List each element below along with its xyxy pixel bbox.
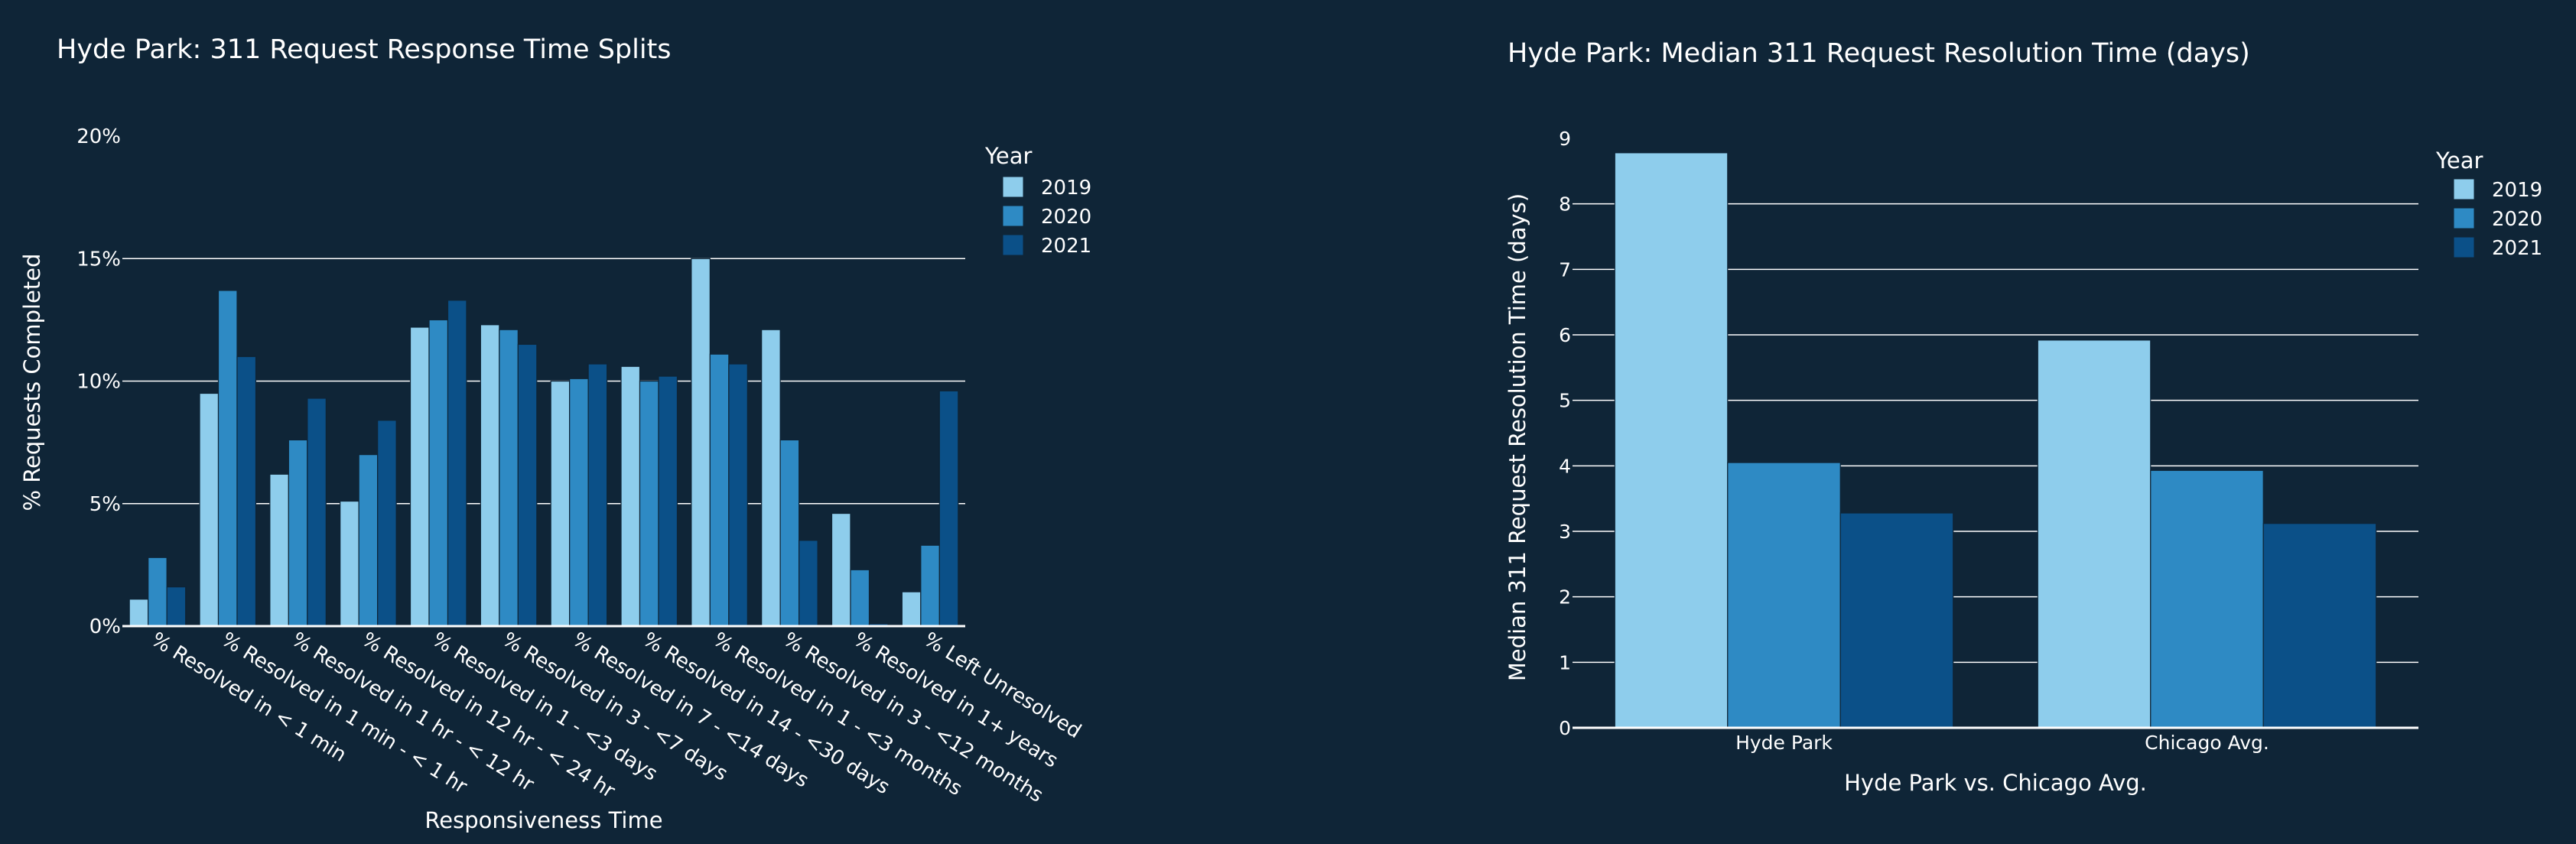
bar-2019-8 (691, 258, 711, 627)
bar-2020-6 (569, 378, 589, 627)
bar-2021-9 (798, 540, 818, 627)
bar-2019-5 (480, 324, 500, 627)
median-resolution-time-chart: Hyde Park: Median 311 Request Resolution… (1504, 38, 2542, 796)
bars (1614, 152, 2377, 729)
legend-swatch-2021 (1002, 234, 1024, 256)
y-axis-title: Median 311 Request Resolution Time (days… (1504, 193, 1530, 681)
bar-2020-9 (779, 439, 800, 627)
bar-2020-11 (920, 544, 940, 627)
bar-2021-11 (938, 390, 959, 627)
y-tick-label: 5 (1559, 390, 1571, 412)
x-tick-label: Hyde Park (1735, 732, 1833, 754)
y-tick-label: 20% (76, 125, 121, 148)
y-tick-label: 0% (89, 615, 121, 638)
bar-2020-7 (639, 380, 659, 627)
bar-2019-4 (409, 326, 430, 627)
y-tick-label: 3 (1559, 521, 1571, 543)
legend-swatch-2020 (2453, 207, 2475, 229)
bar-2019-9 (761, 329, 781, 627)
bar-2021-7 (658, 375, 678, 627)
bar-2021-0 (1839, 512, 1954, 729)
y-axis-ticks: 0% 5% 10% 15% 20% (76, 125, 121, 638)
bar-2019-1 (2037, 339, 2152, 729)
bar-2019-11 (901, 591, 922, 627)
y-tick-label: 10% (76, 371, 121, 394)
bar-2021-8 (728, 363, 748, 627)
legend-swatch-2020 (1002, 205, 1024, 227)
bar-2020-3 (358, 454, 379, 627)
x-tick-label: % Resolved in 3 - <12 months (779, 628, 1047, 807)
bar-2019-6 (550, 380, 571, 627)
chart-title: Hyde Park: Median 311 Request Resolution… (1508, 38, 2250, 69)
bar-2021-2 (307, 398, 327, 627)
gridlines (122, 258, 965, 505)
bar-2019-7 (620, 365, 641, 627)
y-tick-label: 4 (1559, 455, 1571, 477)
legend: Year 2019 2020 2021 (2435, 148, 2542, 260)
bar-2020-1 (2150, 469, 2264, 729)
bars (128, 258, 959, 627)
bar-2021-1 (236, 355, 257, 627)
y-tick-label: 0 (1559, 717, 1571, 739)
y-axis-ticks: 0 1 2 3 4 5 6 7 8 9 (1559, 128, 1571, 739)
bar-2020-0 (1727, 462, 1841, 729)
response-time-splits-chart: Hyde Park: 311 Request Response Time Spl… (19, 34, 1091, 833)
bar-2021-0 (166, 586, 187, 627)
legend-label-2020: 2020 (2492, 208, 2542, 231)
legend-title: Year (984, 143, 1032, 169)
x-axis-ticks: % Resolved in < 1 min% Resolved in 1 min… (147, 628, 1085, 807)
bar-2021-5 (517, 343, 538, 627)
bar-2020-10 (850, 569, 870, 627)
bar-2019-10 (831, 512, 851, 627)
bar-2020-4 (428, 319, 449, 627)
y-tick-label: 7 (1559, 258, 1571, 281)
bar-2019-1 (199, 392, 220, 627)
legend-swatch-2019 (2453, 178, 2475, 200)
y-tick-label: 2 (1559, 586, 1571, 609)
bar-2021-4 (447, 300, 467, 627)
bar-2021-3 (377, 420, 397, 627)
legend-label-2020: 2020 (1041, 206, 1091, 229)
legend-label-2019: 2019 (1041, 177, 1091, 200)
bar-2020-2 (288, 439, 308, 627)
legend-swatch-2021 (2453, 236, 2475, 258)
bar-2020-1 (217, 290, 238, 627)
y-tick-label: 15% (76, 248, 121, 271)
legend-swatch-2019 (1002, 176, 1024, 198)
chart-title: Hyde Park: 311 Request Response Time Spl… (57, 34, 672, 65)
bar-2019-2 (269, 473, 289, 627)
legend-label-2021: 2021 (1041, 235, 1091, 258)
y-tick-label: 6 (1559, 324, 1571, 346)
y-axis-title: % Requests Completed (19, 253, 45, 511)
x-axis-ticks: Hyde Park Chicago Avg. (1735, 732, 2269, 754)
bar-2019-0 (128, 599, 149, 627)
legend: Year 2019 2020 2021 (984, 143, 1091, 258)
legend-label-2021: 2021 (2492, 237, 2542, 260)
y-tick-label: 9 (1559, 128, 1571, 150)
legend-label-2019: 2019 (2492, 179, 2542, 202)
x-axis-title: Responsiveness Time (424, 807, 662, 833)
x-axis-title: Hyde Park vs. Chicago Avg. (1844, 770, 2147, 796)
x-tick-label: Chicago Avg. (2145, 732, 2269, 754)
y-tick-label: 1 (1559, 651, 1571, 674)
bar-2019-0 (1614, 152, 1729, 729)
bar-2019-3 (340, 500, 359, 627)
bar-2020-8 (709, 353, 730, 627)
bar-2020-5 (499, 329, 519, 627)
legend-title: Year (2435, 148, 2483, 174)
bar-2021-1 (2262, 523, 2377, 729)
bar-2021-6 (587, 363, 608, 627)
y-tick-label: 8 (1559, 193, 1571, 216)
y-tick-label: 5% (89, 493, 121, 516)
bar-2020-0 (148, 557, 168, 627)
